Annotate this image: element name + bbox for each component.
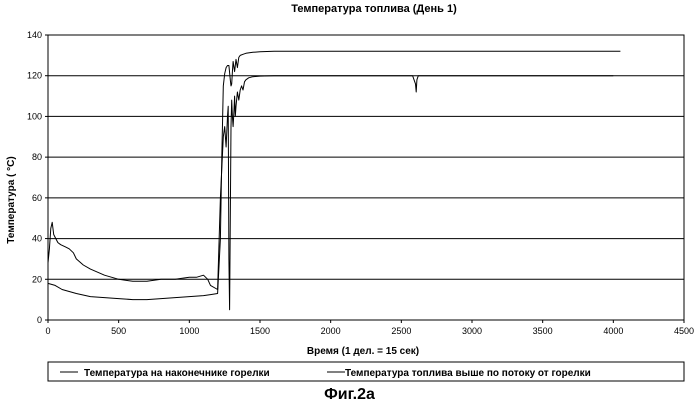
legend-label-series-1: Температура на наконечнике горелки [84,368,270,379]
figure-caption: Фиг.2a [0,386,699,404]
x-tick-label-3500: 3500 [533,326,553,336]
y-tick-label-0: 0 [37,315,42,325]
x-tick-label-1500: 1500 [250,326,270,336]
x-tick-label-3000: 3000 [462,326,482,336]
x-tick-label-0: 0 [45,326,50,336]
y-tick-label-120: 120 [27,71,42,81]
plot-frame [48,35,684,320]
x-tick-label-2500: 2500 [391,326,411,336]
x-tick-label-1000: 1000 [179,326,199,336]
chart-title: Температура топлива (День 1) [291,3,457,15]
y-tick-label-100: 100 [27,111,42,121]
y-axis-label: Температура ( °C) [6,156,17,243]
y-tick-label-60: 60 [32,193,42,203]
x-tick-label-500: 500 [111,326,126,336]
y-axis-ticks: 0 20 40 60 80 100 120 140 [27,30,48,325]
legend-label-series-2: Температура топлива выше по потоку от го… [345,368,591,379]
x-tick-label-2000: 2000 [321,326,341,336]
x-axis-label: Время (1 дел. = 15 сек) [307,346,419,357]
legend: Температура на наконечнике горелки Темпе… [48,362,684,381]
y-tick-label-40: 40 [32,234,42,244]
x-axis-ticks: 0 500 1000 1500 2000 2500 3000 3500 4000 4500 [45,320,694,336]
x-tick-label-4000: 4000 [603,326,623,336]
plot-area [48,35,684,320]
x-tick-label-4500: 4500 [674,326,694,336]
y-tick-label-20: 20 [32,274,42,284]
y-tick-label-80: 80 [32,152,42,162]
y-tick-label-140: 140 [27,30,42,40]
